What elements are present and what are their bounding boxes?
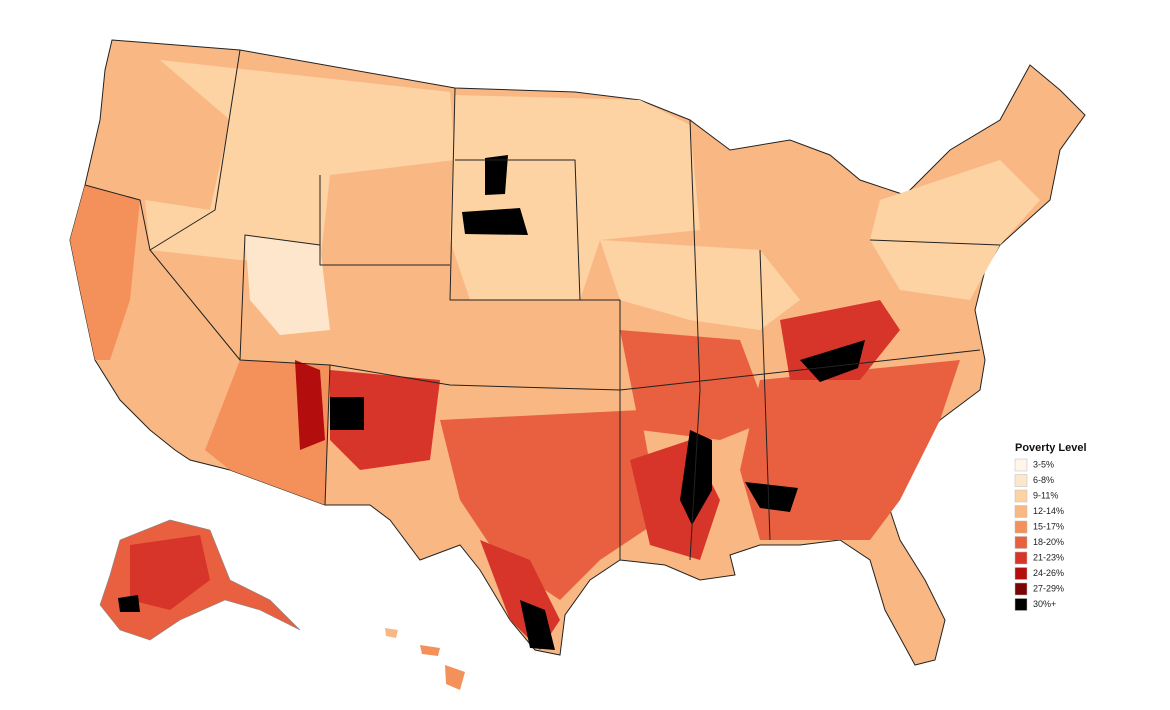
region-mid [740,360,960,540]
legend-swatch [1014,567,1028,580]
state-border [449,87,621,560]
region-darkest [330,397,364,430]
region-mid [620,330,770,440]
region-darkest [485,155,508,195]
state-border [329,349,981,391]
state-border [689,119,701,561]
legend-swatch [1014,458,1028,472]
hawaii [385,628,398,638]
legend-label: 15-17% [1033,521,1064,531]
hawaii [445,665,465,690]
state-border [149,249,331,506]
legend-label: 12-14% [1033,506,1064,516]
legend-label: 6-8% [1033,475,1054,485]
legend: Poverty Level 3-5% 6-8% 9-11% 12-14% 15-17% 18… [1014,442,1087,611]
legend-title: Poverty Level [1015,442,1087,454]
state-border [455,159,581,301]
legend-swatch [1014,505,1028,518]
region-light [245,235,330,335]
region-light [450,95,700,300]
region-mid [440,410,660,600]
state-border [319,175,450,266]
contiguous-us [69,39,1086,666]
hawaii [420,645,440,656]
legend-swatch [1014,536,1028,549]
legend-label: 3-5% [1033,459,1054,469]
legend-label: 30%+ [1033,599,1056,609]
region-darkest [745,482,798,512]
region-darkest [680,430,712,525]
region-mid [70,185,140,360]
region-dark [330,370,440,470]
region-darkest [520,600,555,650]
state-border [869,239,1001,246]
legend-label: 18-20% [1033,537,1064,547]
alaska-region [130,535,210,610]
region-light [145,60,455,265]
legend-label: 9-11% [1033,490,1058,500]
legend-swatch [1014,582,1028,596]
region-dark [295,360,325,450]
legend-swatch [1014,520,1028,534]
alaska-region [118,595,140,612]
legend-swatch [1014,598,1028,611]
legend-label: 21-23% [1033,552,1064,562]
region-light [600,240,800,330]
region-darkest [800,340,865,382]
legend-swatch [1014,551,1028,565]
legend-label: 27-29% [1033,583,1064,593]
region-light [870,160,1040,300]
legend-swatch [1014,489,1028,503]
state-border [239,234,321,361]
state-border [759,249,771,541]
region-darkest [462,208,528,235]
legend-swatch [1014,474,1028,487]
legend-label: 24-26% [1033,568,1064,578]
